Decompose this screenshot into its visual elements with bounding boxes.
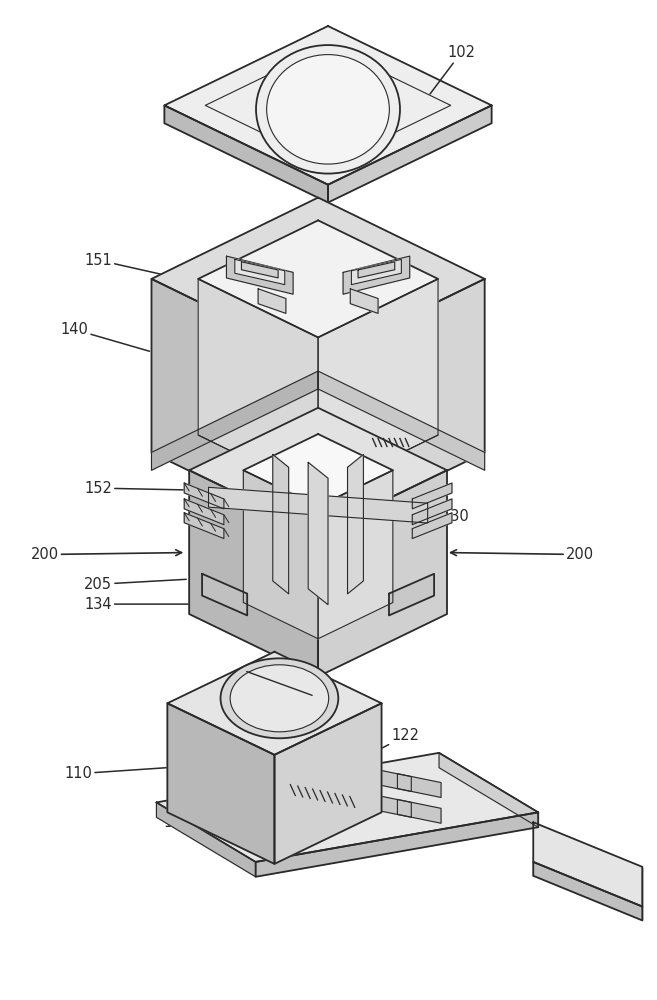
Ellipse shape xyxy=(267,55,390,164)
Polygon shape xyxy=(351,259,401,285)
Ellipse shape xyxy=(230,665,328,732)
Polygon shape xyxy=(273,454,288,594)
Ellipse shape xyxy=(256,45,400,174)
Polygon shape xyxy=(168,652,382,755)
Polygon shape xyxy=(152,279,318,534)
Polygon shape xyxy=(242,262,278,278)
Polygon shape xyxy=(318,279,485,534)
Polygon shape xyxy=(348,454,363,594)
Polygon shape xyxy=(308,462,328,605)
Text: 134: 134 xyxy=(384,606,412,621)
Polygon shape xyxy=(389,574,434,615)
Text: 205: 205 xyxy=(84,577,186,592)
Text: 205: 205 xyxy=(360,590,388,605)
Polygon shape xyxy=(168,703,275,864)
Text: 102: 102 xyxy=(419,45,475,108)
Polygon shape xyxy=(164,26,491,185)
Ellipse shape xyxy=(221,658,338,738)
Polygon shape xyxy=(350,289,378,313)
Text: 121: 121 xyxy=(394,437,457,460)
Polygon shape xyxy=(397,774,441,797)
Polygon shape xyxy=(533,822,643,907)
Polygon shape xyxy=(343,256,410,294)
Polygon shape xyxy=(397,799,441,823)
Polygon shape xyxy=(328,105,491,203)
Text: 122: 122 xyxy=(340,728,419,770)
Polygon shape xyxy=(152,198,485,360)
Polygon shape xyxy=(533,862,643,920)
Polygon shape xyxy=(202,574,247,615)
Polygon shape xyxy=(198,220,438,337)
Polygon shape xyxy=(413,513,452,539)
Polygon shape xyxy=(198,279,318,494)
Text: 119: 119 xyxy=(164,815,221,830)
Polygon shape xyxy=(413,499,452,525)
Polygon shape xyxy=(164,105,328,203)
Polygon shape xyxy=(152,371,318,470)
Polygon shape xyxy=(358,262,395,278)
Polygon shape xyxy=(208,487,428,523)
Polygon shape xyxy=(368,768,411,792)
Polygon shape xyxy=(205,46,451,165)
Polygon shape xyxy=(256,812,538,877)
Polygon shape xyxy=(275,703,382,864)
Polygon shape xyxy=(321,768,349,786)
Text: 130: 130 xyxy=(394,509,469,524)
Polygon shape xyxy=(156,802,256,877)
Polygon shape xyxy=(258,289,286,313)
Text: 200: 200 xyxy=(451,547,594,562)
Polygon shape xyxy=(189,470,318,676)
Polygon shape xyxy=(184,499,224,525)
Polygon shape xyxy=(184,513,224,539)
Polygon shape xyxy=(318,279,438,494)
Polygon shape xyxy=(318,470,447,676)
Text: 118: 118 xyxy=(251,857,306,876)
Polygon shape xyxy=(235,259,284,285)
Polygon shape xyxy=(318,371,485,470)
Text: 151: 151 xyxy=(84,253,186,280)
Polygon shape xyxy=(439,753,538,827)
Polygon shape xyxy=(368,793,411,817)
Polygon shape xyxy=(156,753,538,862)
Text: 110: 110 xyxy=(64,766,166,781)
Polygon shape xyxy=(189,408,447,533)
Polygon shape xyxy=(318,470,393,639)
Polygon shape xyxy=(243,434,393,506)
Polygon shape xyxy=(227,256,293,294)
Text: 152: 152 xyxy=(84,481,193,496)
Polygon shape xyxy=(346,774,374,792)
Text: 111: 111 xyxy=(320,628,368,643)
Polygon shape xyxy=(413,483,452,509)
Text: 144: 144 xyxy=(405,415,469,444)
Text: 134: 134 xyxy=(84,597,191,612)
Polygon shape xyxy=(184,483,224,509)
Text: 200: 200 xyxy=(30,547,181,562)
Text: 140: 140 xyxy=(60,322,150,351)
Polygon shape xyxy=(243,470,318,639)
Polygon shape xyxy=(296,762,324,780)
